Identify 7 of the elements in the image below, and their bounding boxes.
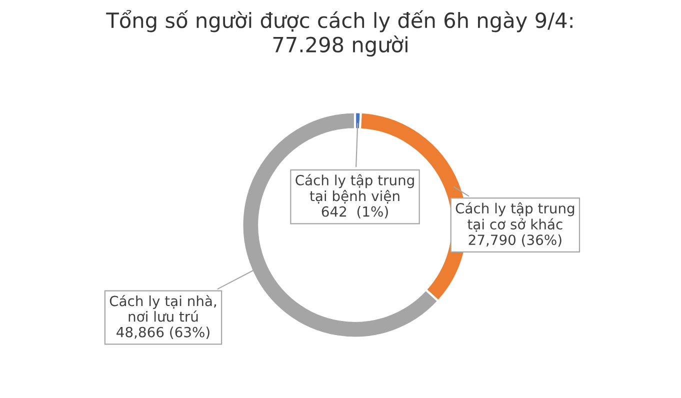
data-label: 27,790 (36%) — [468, 234, 562, 247]
slice-label: Cách ly tập trung tại cơ sở khác — [456, 202, 574, 232]
slice-label: Cách ly tập trung tại bệnh viện — [296, 174, 414, 204]
data-label: 48,866 (63%) — [116, 326, 210, 339]
chart-title: Tổng số người được cách ly đến 6h ngày 9/4: 77.298 người — [106, 10, 572, 57]
data-label: 642 (1%) — [322, 206, 388, 218]
slice-label: Cách ly tại nhà, nơi lưu trú — [110, 294, 216, 322]
